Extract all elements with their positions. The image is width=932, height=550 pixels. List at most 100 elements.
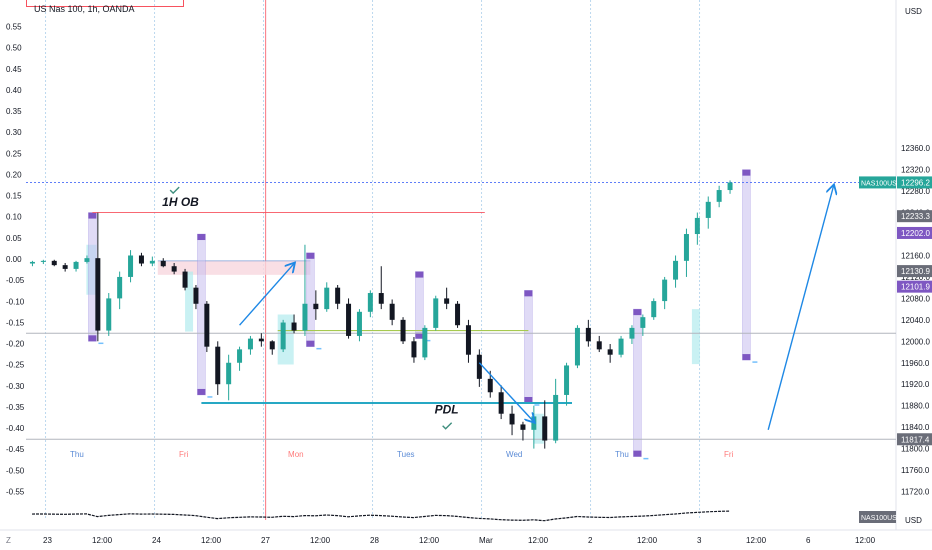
candle-body [433,298,439,328]
price-axis-tick: 12000.0 [901,337,930,346]
candle-body [585,327,591,342]
mini-symbol-tag [859,511,896,523]
candle-body [95,258,101,331]
price-axis-tick: 12040.0 [901,316,930,325]
candle-body [117,276,123,299]
box-cap-bottom [524,396,533,403]
candle-body [716,190,722,202]
purple-range-box [306,252,315,347]
time-axis-tick: 23 [43,536,52,545]
box-cap-top [524,290,533,297]
zoom-icon: Z [6,536,11,545]
left-axis-tick: -0.05 [6,276,25,285]
price-tag [897,210,932,223]
session-day-label: Mon [288,450,304,459]
candle-body [324,287,330,310]
teal-zone [277,314,294,365]
candle-body [29,261,35,264]
purple-range-box [633,308,642,457]
price-axis-tick: 11920.0 [901,380,930,389]
candle-body [106,298,112,331]
candle-body [400,319,406,342]
box-cap-top [88,212,97,219]
candle-body [487,378,493,393]
candle-body [542,416,548,441]
box-cap-bottom [633,450,642,457]
candle-body [444,298,450,304]
candle-body [62,265,68,269]
left-axis-tick: -0.20 [6,340,25,349]
time-axis-tick: Mar [479,536,493,545]
teal-zone [533,413,544,444]
left-axis-tick: -0.35 [6,403,25,412]
candle-body [455,303,461,326]
price-axis-tick: 11840.0 [901,423,930,432]
time-axis-tick: 12:00 [528,536,549,545]
chart-pane [26,0,896,510]
time-axis-tick: 24 [152,536,161,545]
time-axis-tick: 12:00 [746,536,767,545]
mini-series-line [31,510,730,522]
candle-body [269,341,275,350]
purple-range-box [88,212,97,342]
price-axis-tick: 12120.0 [901,273,930,282]
left-axis-tick: 0.40 [6,86,22,95]
session-day-label: Wed [506,450,522,459]
left-axis-tick: 0.30 [6,128,22,137]
candle-body [302,303,308,331]
candle-body [574,327,580,366]
candle-body [465,325,471,355]
time-axis-tick: 12:00 [637,536,658,545]
pink-zone [157,260,311,275]
candle-body [629,327,635,339]
candle-body [498,392,504,414]
left-axis-tick: 0.15 [6,192,22,201]
candle-body [346,303,352,336]
time-axis-tick: 12:00 [92,536,113,545]
candle-body [509,413,515,425]
candle-body [138,255,144,264]
left-axis-tick: 0.55 [6,23,22,32]
left-axis-tick: -0.40 [6,424,25,433]
candle-body [73,261,79,269]
candle-body [237,349,243,363]
box-cap-bottom [415,332,424,339]
candle-body [651,301,657,318]
price-tag-label: 12130.9 [901,267,930,276]
candle-body [607,349,613,355]
price-axis-tick: 11880.0 [901,402,930,411]
title-highlight-box [26,0,184,7]
candle-body [367,293,373,312]
left-axis-tick: 0.10 [6,213,22,222]
price-tag-label: 12202.0 [901,229,930,238]
box-cap-bottom [742,354,751,361]
price-axis-tick: 12320.0 [901,166,930,175]
candle-body [640,317,646,328]
box-cap-top [306,252,315,259]
candle-body [705,201,711,218]
session-day-label: Thu [615,450,629,459]
candle-body [662,279,668,302]
teal-zone [691,309,700,365]
price-tag [897,280,932,293]
candle-body [226,362,232,385]
time-axis-tick: 28 [370,536,379,545]
candle-body [476,354,482,379]
annotation-label: 1H OB [162,195,199,209]
candle-body [683,234,689,261]
price-axis-tick: 11760.0 [901,466,930,475]
mini-currency: USD [905,516,922,525]
time-axis-tick: 27 [261,536,270,545]
candle-body [258,338,264,342]
candle-body [171,266,177,272]
price-axis-tick: 11720.0 [901,488,930,497]
price-tag [897,176,932,189]
candle-body [553,394,559,441]
candle-body [182,271,188,288]
candle-body [128,255,134,277]
candle-body [531,416,537,430]
candle-body [193,287,199,304]
time-axis-tick: 6 [806,536,811,545]
chart-title: US Nas 100, 1h, OANDA [34,4,135,14]
